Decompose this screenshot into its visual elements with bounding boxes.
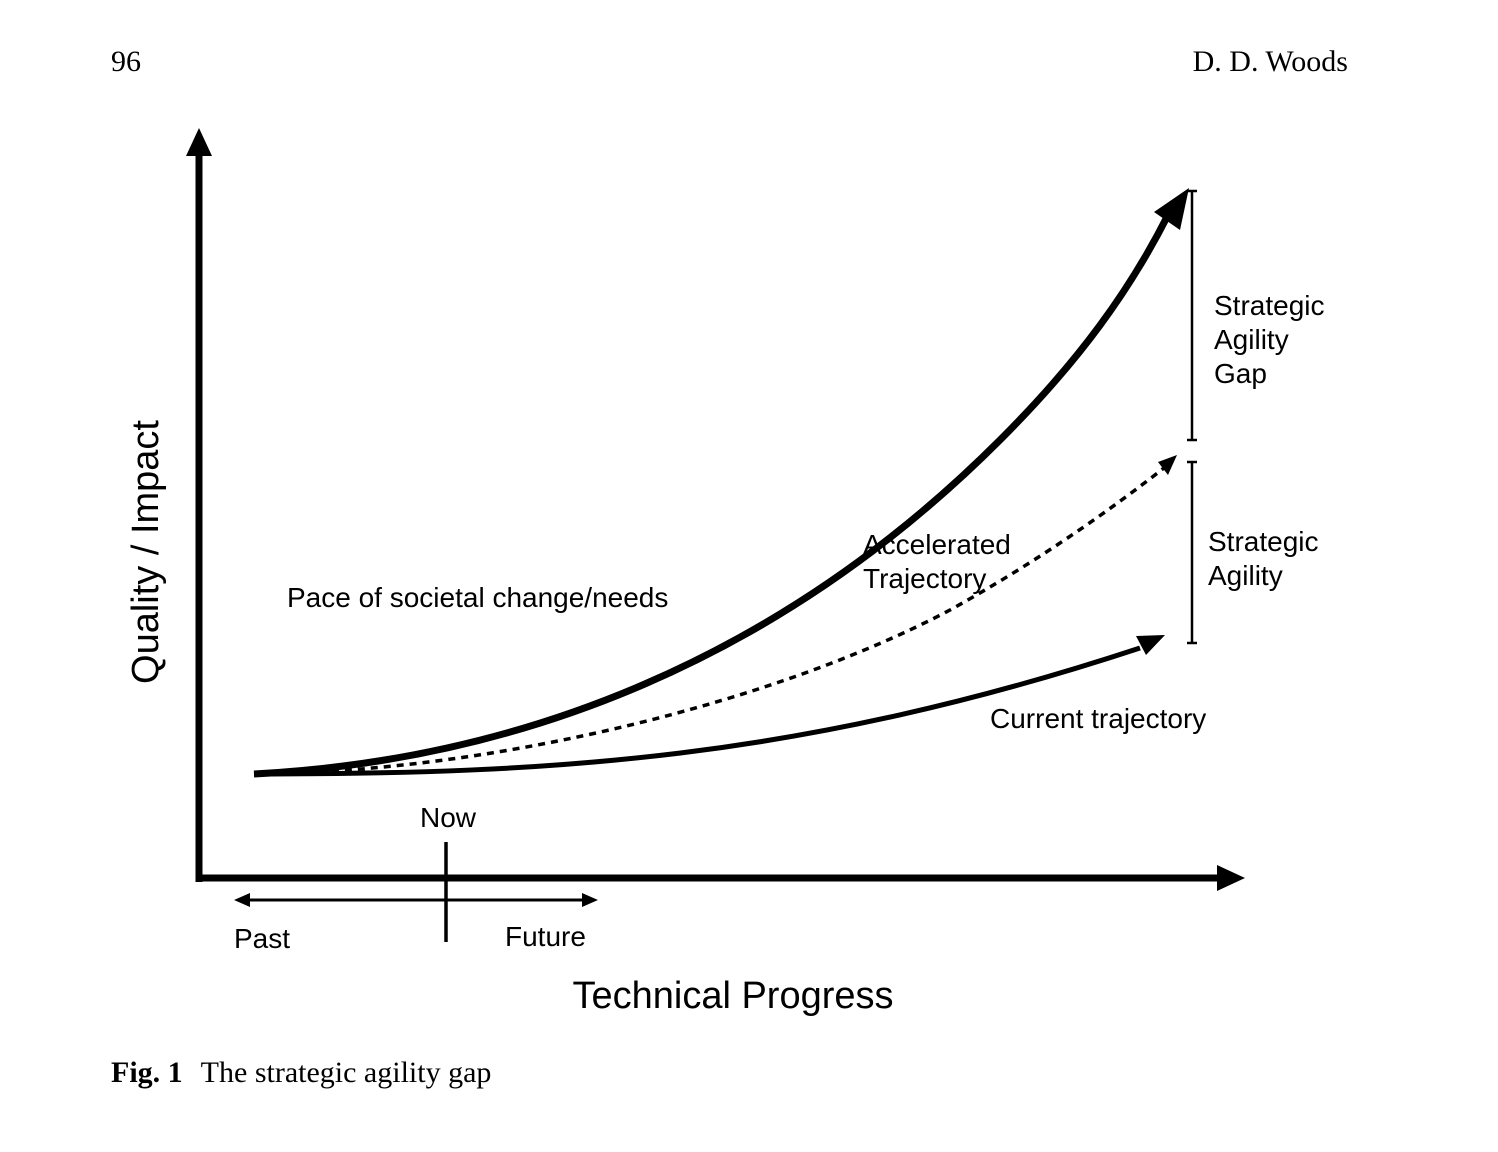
future-label: Future [505,921,586,952]
current-trajectory-label: Current trajectory [990,703,1206,734]
gap-label-line2: Agility [1214,324,1289,355]
accelerated-curve-arrowhead [1158,455,1177,475]
current-trajectory-curve [253,645,1141,777]
running-head-author: D. D. Woods [1192,45,1348,78]
societal-change-curve [253,213,1172,778]
gap-label-line1: Strategic [1214,290,1325,321]
societal-change-label: Pace of societal change/needs [287,582,668,613]
x-axis-label: Technical Progress [572,975,893,1017]
current-curve-arrowhead [1136,635,1165,655]
y-axis-arrowhead [186,128,212,156]
accelerated-label-line2: Trajectory [863,563,986,594]
caption-text: The strategic agility gap [200,1056,492,1089]
accelerated-trajectory-curve [253,466,1166,776]
agility-label-line1: Strategic [1208,526,1319,557]
past-label: Past [234,923,290,954]
agility-label-line2: Agility [1208,560,1283,591]
past-arrowhead [234,893,250,907]
y-axis-label: Quality / Impact [125,420,167,684]
gap-label-line3: Gap [1214,358,1267,389]
x-axis-arrowhead [1217,865,1245,891]
future-arrowhead [582,893,598,907]
figure-caption: Fig. 1 The strategic agility gap [111,1055,491,1091]
page-number: 96 [111,45,141,78]
societal-curve-arrowhead [1154,188,1189,230]
caption-label: Fig. 1 [111,1056,183,1089]
now-label: Now [420,802,477,833]
accelerated-label-line1: Accelerated [863,529,1011,560]
